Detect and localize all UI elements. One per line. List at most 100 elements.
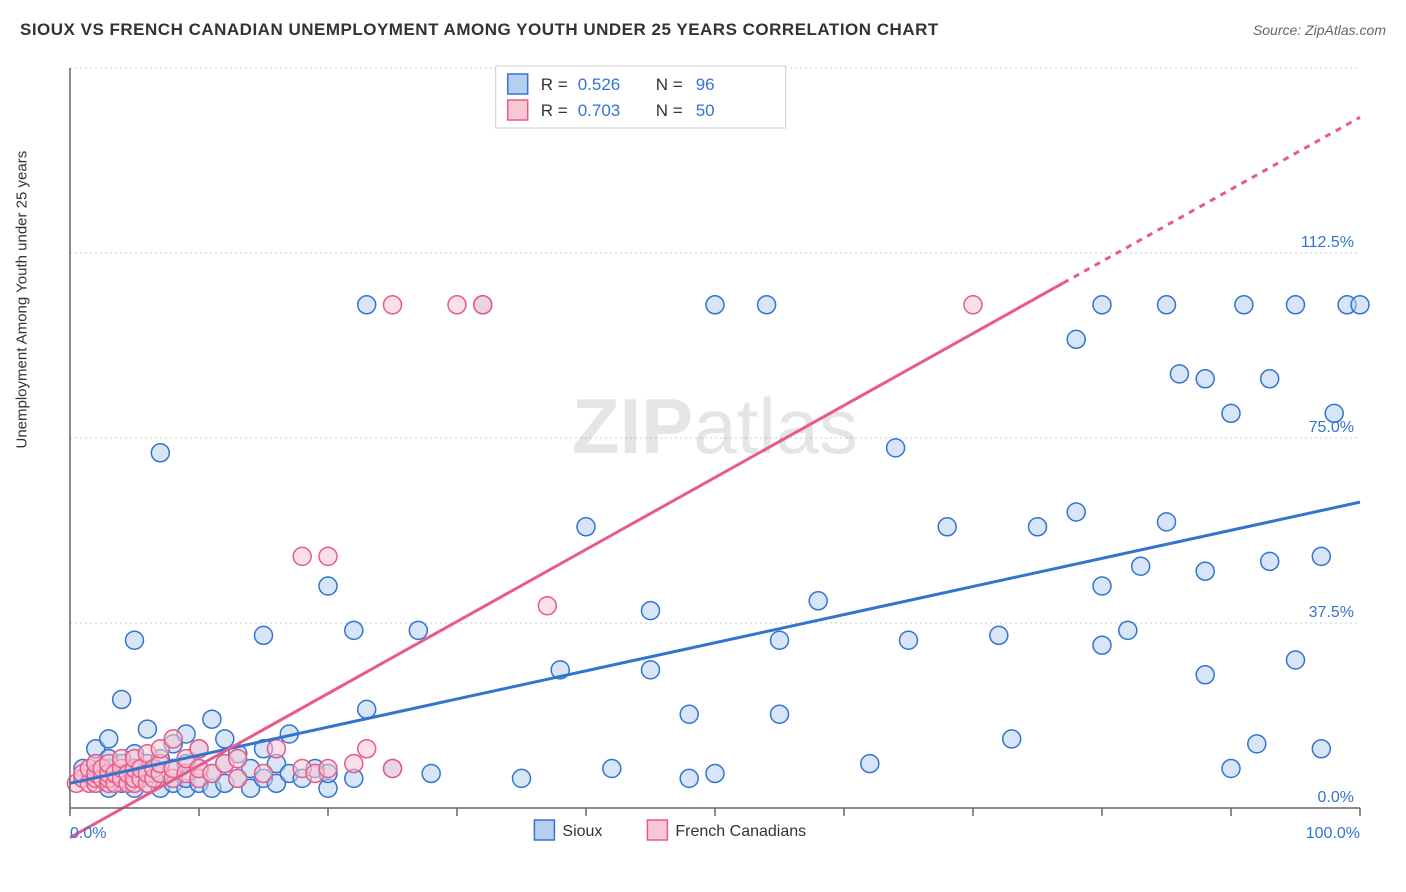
data-point	[384, 296, 402, 314]
data-point	[358, 740, 376, 758]
data-point	[938, 518, 956, 536]
data-point	[229, 769, 247, 787]
data-point	[267, 740, 285, 758]
data-point	[1261, 552, 1279, 570]
data-point	[229, 750, 247, 768]
data-point	[1093, 577, 1111, 595]
data-point	[1067, 503, 1085, 521]
data-point	[1093, 636, 1111, 654]
legend-text: N =	[656, 75, 683, 94]
data-point	[422, 764, 440, 782]
data-point	[887, 439, 905, 457]
data-point	[771, 705, 789, 723]
data-point	[577, 518, 595, 536]
legend-text: 96	[696, 75, 715, 94]
data-point	[1222, 404, 1240, 422]
data-point	[1235, 296, 1253, 314]
legend-label: French Canadians	[675, 823, 806, 840]
data-point	[319, 547, 337, 565]
title-bar: SIOUX VS FRENCH CANADIAN UNEMPLOYMENT AM…	[20, 20, 1386, 40]
legend-text: 0.526	[578, 75, 621, 94]
series-legend: Sioux French Canadians	[534, 820, 806, 840]
data-point	[1248, 735, 1266, 753]
data-point	[1158, 513, 1176, 531]
legend-text: N =	[656, 101, 683, 120]
data-point	[100, 730, 118, 748]
legend-swatch	[508, 100, 528, 120]
legend-text: 50	[696, 101, 715, 120]
watermark: ZIPatlas	[572, 382, 858, 470]
data-point	[1287, 296, 1305, 314]
data-point	[1222, 760, 1240, 778]
data-point	[642, 602, 660, 620]
page-title: SIOUX VS FRENCH CANADIAN UNEMPLOYMENT AM…	[20, 20, 939, 40]
data-point	[680, 769, 698, 787]
correlation-legend: R = 0.526 N = 96 R = 0.703 N = 50	[496, 66, 786, 128]
data-point	[1093, 296, 1111, 314]
data-point	[1312, 740, 1330, 758]
data-point	[1158, 296, 1176, 314]
data-point	[126, 631, 144, 649]
regression-line	[70, 283, 1063, 838]
data-point	[1196, 562, 1214, 580]
legend-text: 0.703	[578, 101, 621, 120]
data-point	[255, 764, 273, 782]
data-point	[809, 592, 827, 610]
data-point	[900, 631, 918, 649]
data-point	[1119, 621, 1137, 639]
y-tick-label: 112.5%	[1301, 234, 1354, 251]
data-point	[1003, 730, 1021, 748]
data-point	[1325, 404, 1343, 422]
y-tick-label: 0.0%	[1318, 789, 1354, 806]
data-point	[513, 769, 531, 787]
data-point	[474, 296, 492, 314]
data-point	[538, 597, 556, 615]
data-point	[1067, 330, 1085, 348]
legend-swatch	[647, 820, 667, 840]
data-point	[293, 547, 311, 565]
data-point	[319, 577, 337, 595]
legend-swatch	[508, 74, 528, 94]
regression-line-dashed	[1063, 117, 1360, 283]
data-point	[1196, 666, 1214, 684]
legend-label: Sioux	[562, 823, 602, 840]
data-point	[448, 296, 466, 314]
data-point	[603, 760, 621, 778]
data-point	[758, 296, 776, 314]
data-point	[1132, 557, 1150, 575]
y-axis-title: Unemployment Among Youth under 25 years	[14, 151, 31, 449]
data-point	[345, 621, 363, 639]
data-point	[1170, 365, 1188, 383]
data-point	[164, 730, 182, 748]
legend-text: R =	[541, 101, 568, 120]
data-point	[113, 690, 131, 708]
data-point	[990, 626, 1008, 644]
legend-text: R =	[541, 75, 568, 94]
scatter-chart: 0.0%37.5%75.0%112.5%ZIPatlas0.0%100.0%R …	[60, 58, 1380, 868]
y-tick-label: 37.5%	[1309, 604, 1354, 621]
data-point	[409, 621, 427, 639]
data-point	[151, 444, 169, 462]
data-point	[358, 700, 376, 718]
legend-swatch	[534, 820, 554, 840]
data-point	[706, 296, 724, 314]
data-point	[1312, 547, 1330, 565]
source-label: Source: ZipAtlas.com	[1253, 22, 1386, 38]
data-point	[138, 720, 156, 738]
x-axis-max-label: 100.0%	[1306, 825, 1360, 842]
data-point	[1351, 296, 1369, 314]
data-point	[255, 626, 273, 644]
data-point	[1261, 370, 1279, 388]
data-point	[216, 730, 234, 748]
x-axis-min-label: 0.0%	[70, 825, 106, 842]
data-point	[1029, 518, 1047, 536]
data-point	[861, 755, 879, 773]
plot-area: 0.0%37.5%75.0%112.5%ZIPatlas0.0%100.0%R …	[60, 58, 1380, 838]
data-point	[680, 705, 698, 723]
data-point	[642, 661, 660, 679]
data-point	[964, 296, 982, 314]
data-point	[771, 631, 789, 649]
data-point	[358, 296, 376, 314]
data-point	[706, 764, 724, 782]
data-point	[203, 710, 221, 728]
